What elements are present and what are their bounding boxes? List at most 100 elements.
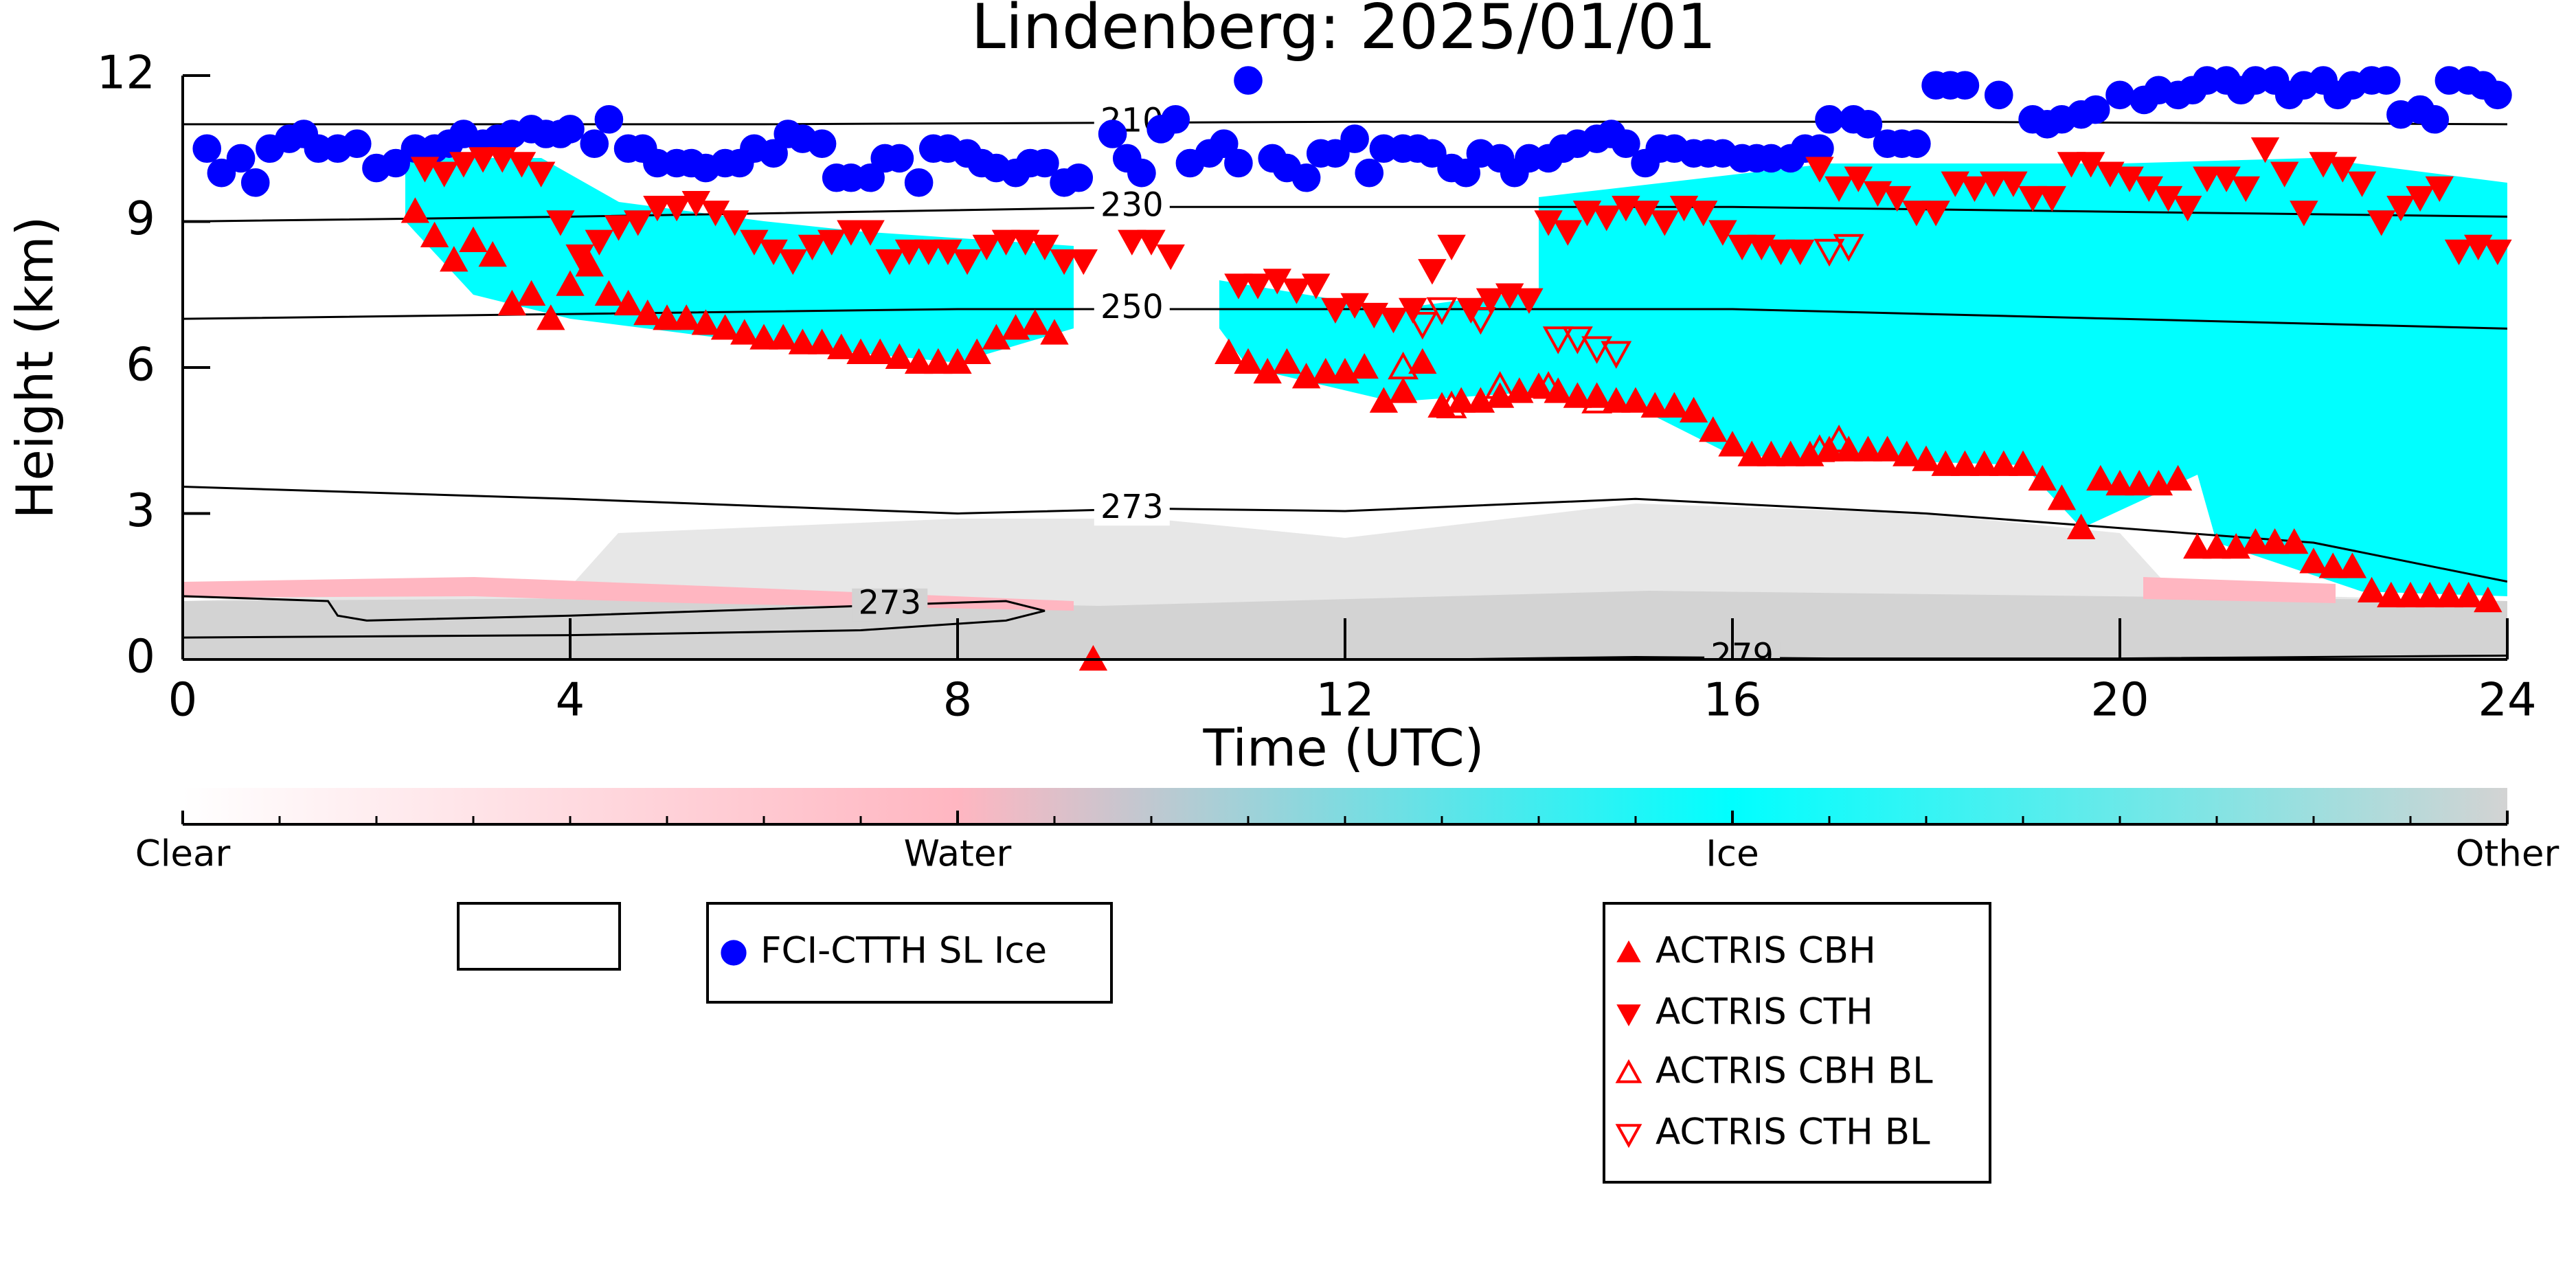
triangle-down bbox=[1069, 249, 1098, 275]
triangle-down bbox=[1118, 229, 1146, 256]
dot bbox=[594, 104, 624, 134]
colorbar: Clear Water Ice Other bbox=[135, 788, 2559, 875]
triangle-up bbox=[827, 333, 856, 359]
triangle-down bbox=[1426, 297, 1458, 326]
triangle-up bbox=[2260, 528, 2290, 554]
triangle-up bbox=[2241, 528, 2270, 554]
dot bbox=[1984, 80, 2013, 110]
triangle-up bbox=[1640, 392, 1669, 418]
triangle-up bbox=[2318, 552, 2347, 578]
dot bbox=[240, 168, 270, 197]
triangle-up bbox=[2047, 484, 2077, 510]
dot bbox=[885, 144, 914, 173]
legend-label: FCI-CTTH SL Ice bbox=[760, 930, 1047, 972]
dot bbox=[1853, 110, 1883, 139]
triangle-up bbox=[1893, 440, 1921, 466]
dot bbox=[1321, 139, 1350, 168]
triangle-down bbox=[2134, 176, 2163, 202]
triangle-down bbox=[2212, 166, 2241, 192]
contour-label: 279 bbox=[1710, 637, 1774, 675]
triangle-down bbox=[2250, 137, 2280, 163]
triangle-up bbox=[1040, 319, 1069, 345]
triangle-up bbox=[1615, 1059, 1642, 1083]
triangle-down bbox=[1581, 336, 1612, 364]
triangle-up bbox=[2338, 552, 2367, 578]
triangle-down bbox=[701, 201, 730, 227]
triangle-down bbox=[643, 196, 672, 222]
contour-label-bg bbox=[1704, 641, 1781, 659]
triangle-up bbox=[1214, 338, 1243, 364]
triangle-down bbox=[1418, 259, 1447, 285]
legend-box bbox=[1603, 902, 1991, 1184]
ice-region bbox=[1539, 158, 2507, 596]
triangle-down bbox=[1437, 234, 1466, 260]
triangle-up bbox=[982, 324, 1011, 350]
triangle-down bbox=[2406, 185, 2434, 212]
triangle-down bbox=[1340, 293, 1369, 319]
triangle-down bbox=[759, 239, 788, 266]
triangle-up bbox=[517, 280, 546, 306]
triangle-up bbox=[1679, 396, 1708, 422]
dot bbox=[1209, 129, 1239, 158]
legend: FCI-CTTH SL Ice ACTRIS CBH ACTRIS CTH ACTRI… bbox=[721, 930, 1933, 1153]
dot bbox=[556, 115, 585, 144]
triangle-up bbox=[1912, 445, 1941, 471]
triangle-down bbox=[430, 161, 459, 188]
triangle-up bbox=[730, 319, 759, 345]
triangle-up bbox=[2163, 464, 2193, 491]
triangle-down bbox=[1921, 201, 1950, 227]
triangle-down bbox=[662, 196, 691, 222]
triangle-down bbox=[1302, 273, 1331, 300]
triangle-down bbox=[2444, 239, 2474, 266]
x-tick-label: 20 bbox=[2090, 673, 2149, 727]
triangle-up bbox=[653, 304, 681, 330]
triangle-down bbox=[2328, 157, 2357, 183]
dot bbox=[2105, 80, 2134, 110]
triangle-up bbox=[866, 338, 894, 364]
triangle-up bbox=[1699, 416, 1728, 442]
ice-region bbox=[405, 158, 1074, 363]
triangle-up bbox=[769, 324, 798, 350]
axes: 0 4 8 12 16 20 24 0 3 6 9 12 bbox=[97, 46, 2537, 727]
contour-line bbox=[183, 486, 2507, 583]
triangle-down bbox=[2193, 166, 2222, 192]
triangle-down bbox=[2347, 171, 2377, 197]
triangle-down bbox=[1844, 166, 1873, 192]
triangle-down bbox=[449, 152, 478, 178]
triangle-up bbox=[2434, 581, 2464, 608]
dot bbox=[2081, 95, 2110, 124]
triangle-up bbox=[672, 304, 701, 330]
triangle-down bbox=[1980, 171, 2009, 197]
triangle-down bbox=[953, 249, 982, 275]
triangle-down bbox=[798, 234, 827, 260]
triangle-down bbox=[624, 210, 653, 236]
dot bbox=[381, 148, 411, 178]
contour-label: 273 bbox=[1100, 488, 1164, 526]
triangle-down bbox=[1592, 205, 1621, 231]
dot bbox=[226, 144, 256, 173]
triangle-down bbox=[2115, 166, 2144, 192]
y-tick-label: 12 bbox=[97, 46, 155, 100]
triangle-up bbox=[440, 246, 468, 272]
triangle-down bbox=[1050, 249, 1078, 275]
dot bbox=[2420, 104, 2450, 134]
empty-legend bbox=[457, 902, 621, 971]
triangle-up bbox=[2066, 513, 2096, 539]
triangle-up bbox=[2028, 464, 2057, 491]
triangle-down bbox=[1553, 220, 1582, 246]
triangle-up bbox=[1969, 450, 1999, 476]
triangle-down bbox=[1156, 244, 1185, 271]
dot bbox=[2371, 66, 2401, 95]
triangle-up bbox=[1737, 440, 1766, 466]
triangle-down bbox=[875, 249, 904, 275]
triangle-up bbox=[749, 324, 778, 350]
triangle-down bbox=[1407, 312, 1438, 340]
triangle-up bbox=[1563, 382, 1592, 408]
triangle-up bbox=[1021, 309, 1050, 335]
dot bbox=[1161, 104, 1190, 134]
triangle-down bbox=[1689, 201, 1718, 227]
triangle-up bbox=[2454, 581, 2483, 608]
triangle-up bbox=[1621, 387, 1650, 413]
triangle-down bbox=[991, 229, 1021, 256]
triangle-down bbox=[778, 249, 807, 275]
